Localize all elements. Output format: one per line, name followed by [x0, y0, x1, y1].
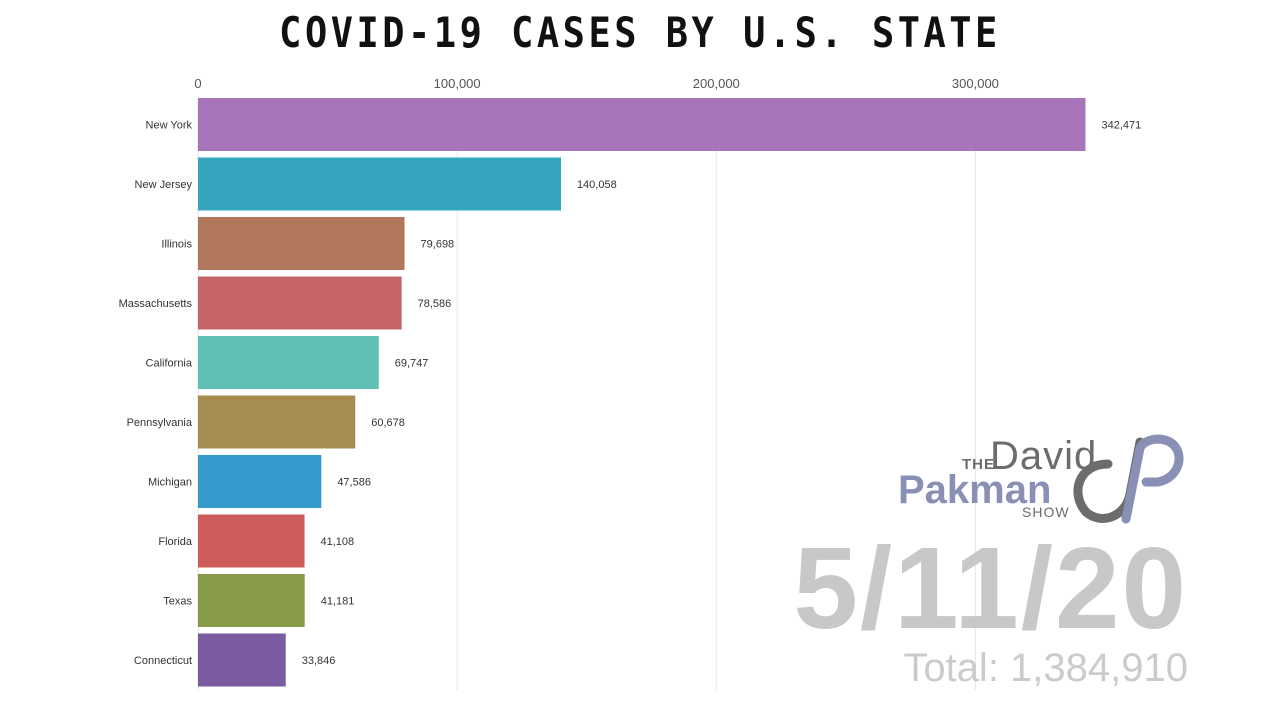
- bar-texas: [198, 574, 305, 627]
- value-label: 41,108: [321, 536, 355, 548]
- x-tick-label: 0: [194, 76, 201, 91]
- date-label: 5/11/20: [793, 523, 1188, 653]
- value-label: 140,058: [577, 179, 617, 191]
- bar-massachusetts: [198, 276, 402, 330]
- value-label: 78,586: [418, 298, 452, 310]
- x-tick-label: 100,000: [434, 76, 481, 91]
- category-label: Michigan: [148, 477, 192, 489]
- value-label: 41,181: [321, 596, 355, 608]
- logo-david-text: David: [990, 434, 1098, 478]
- category-label: Connecticut: [134, 655, 192, 667]
- category-label: Texas: [163, 596, 192, 608]
- bar-new-york: [198, 98, 1086, 151]
- value-label: 79,698: [421, 239, 455, 251]
- category-label: Florida: [158, 536, 193, 548]
- logo-the-text: THE: [962, 456, 995, 473]
- bar-florida: [198, 514, 305, 568]
- chart-title: COVID-19 CASES BY U.S. STATE: [279, 8, 1001, 57]
- value-label: 69,747: [395, 358, 429, 370]
- x-tick-label: 200,000: [693, 76, 740, 91]
- logo-dp-mark-icon: [1073, 434, 1184, 524]
- bar-illinois: [198, 217, 405, 270]
- value-label: 33,846: [302, 655, 336, 667]
- bar-michigan: [198, 455, 322, 508]
- value-label: 60,678: [371, 417, 405, 429]
- category-label: Pennsylvania: [127, 417, 193, 429]
- category-label: California: [146, 358, 193, 370]
- bar-pennsylvania: [198, 395, 356, 449]
- category-label: New Jersey: [135, 179, 193, 191]
- x-tick-label: 300,000: [952, 76, 999, 91]
- value-label: 342,471: [1101, 120, 1141, 132]
- bar-new-jersey: [198, 157, 561, 211]
- value-label: 47,586: [337, 477, 371, 489]
- david-pakman-show-logo: THE David Pakman SHOW: [898, 434, 1198, 534]
- logo-pakman-text: Pakman: [898, 468, 1052, 512]
- category-label: Illinois: [161, 239, 192, 251]
- bar-connecticut: [198, 633, 286, 687]
- category-label: New York: [146, 120, 193, 132]
- total-label: Total: 1,384,910: [903, 646, 1188, 690]
- bar-california: [198, 336, 379, 389]
- category-label: Massachusetts: [119, 298, 193, 310]
- logo-show-text: SHOW: [1022, 504, 1070, 520]
